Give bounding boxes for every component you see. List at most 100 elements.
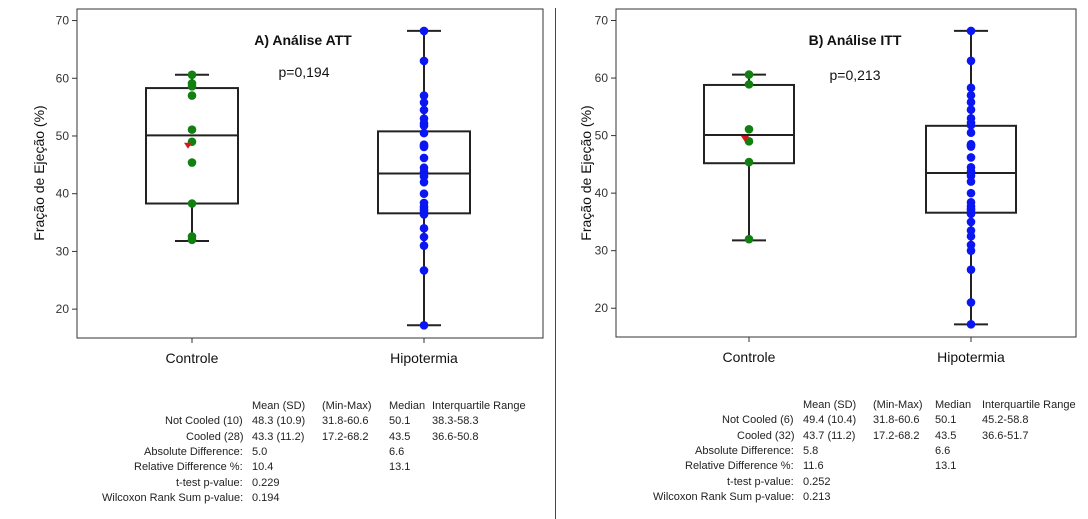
stats-cell: 6.6	[935, 444, 950, 459]
y-tick-label: 30	[56, 244, 70, 258]
chart-panel-2: 20 30 40 50 60 70 Fração de Ejeção (%) B) Análi…	[578, 9, 1076, 365]
data-point	[188, 71, 197, 80]
y-tick-label: 30	[595, 244, 609, 258]
data-point	[188, 199, 197, 208]
stats-cell: 0.194	[252, 491, 280, 506]
chart-panel-1: 203040506070Fração de Ejeção (%)A) Análi…	[31, 9, 543, 366]
data-point	[967, 105, 976, 114]
stats-row-label: t-test p-value:	[727, 475, 794, 490]
data-point	[967, 177, 976, 186]
box-iqr	[704, 85, 794, 163]
stats-row-label: Absolute Difference:	[144, 445, 243, 460]
stats-cell: 50.1	[935, 413, 956, 428]
data-point	[420, 266, 429, 275]
data-point	[745, 70, 754, 79]
stats-row-label: Relative Difference %:	[134, 460, 243, 475]
data-point	[420, 224, 429, 233]
data-point	[745, 125, 754, 134]
stats-header: Median	[935, 398, 971, 413]
data-point	[967, 84, 976, 93]
stats-cell: 43.5	[389, 430, 410, 445]
stats-header: (Min-Max)	[873, 398, 923, 413]
stats-row-label: Wilcoxon Rank Sum p-value:	[653, 490, 794, 505]
stats-cell: 48.3 (10.9)	[252, 414, 305, 429]
stats-row-label: Relative Difference %:	[685, 459, 794, 474]
stats-cell: 43.3 (11.2)	[252, 430, 304, 445]
box-group-1	[704, 70, 794, 243]
y-tick-label: 20	[56, 302, 70, 316]
data-point	[967, 98, 976, 107]
data-point	[420, 189, 429, 198]
stats-cell: 0.229	[252, 476, 280, 491]
stats-row-label: Not Cooled (10)	[165, 414, 243, 429]
data-point	[967, 153, 976, 162]
stats-cell: 38.3-58.3	[432, 414, 478, 429]
stats-header: (Min-Max)	[322, 399, 372, 414]
data-point	[967, 320, 976, 329]
stats-cell: 36.6-50.8	[432, 430, 478, 445]
stats-row-label: Cooled (28)	[186, 430, 243, 445]
stats-cell: 45.2-58.8	[982, 413, 1028, 428]
box-group-2	[378, 27, 470, 330]
data-point	[420, 57, 429, 66]
data-point	[967, 27, 976, 36]
y-axis-label: Fração de Ejeção (%)	[31, 105, 47, 240]
data-point	[967, 128, 976, 137]
x-tick-label: Hipotermia	[390, 350, 458, 366]
stats-header: Interquartile Range	[982, 398, 1076, 413]
stats-row-label: Not Cooled (6)	[722, 413, 794, 428]
data-point	[745, 235, 754, 244]
data-point	[188, 91, 197, 100]
y-tick-label: 60	[595, 71, 609, 85]
data-point	[420, 321, 429, 330]
data-point	[967, 298, 976, 307]
y-tick-label: 50	[595, 129, 609, 143]
x-tick-label: Controle	[723, 349, 776, 365]
stats-cell: 31.8-60.6	[873, 413, 919, 428]
data-point	[420, 143, 429, 152]
data-point	[967, 218, 976, 227]
data-point	[420, 106, 429, 115]
stats-header: Mean (SD)	[252, 399, 305, 414]
stats-cell: 50.1	[389, 414, 410, 429]
p-value-annotation: p=0,213	[830, 67, 881, 83]
data-point	[420, 241, 429, 250]
data-point	[420, 27, 429, 36]
stats-row-label: Wilcoxon Rank Sum p-value:	[102, 491, 243, 506]
box-group-2	[926, 27, 1016, 329]
y-tick-label: 60	[56, 71, 70, 85]
stats-cell: 43.5	[935, 429, 956, 444]
stats-cell: 49.4 (10.4)	[803, 413, 856, 428]
stats-header: Median	[389, 399, 425, 414]
data-point	[188, 125, 197, 134]
data-point	[420, 154, 429, 163]
data-point	[420, 129, 429, 138]
stats-cell: 31.8-60.6	[322, 414, 368, 429]
y-tick-label: 70	[595, 14, 609, 28]
data-point	[420, 121, 429, 130]
data-point	[967, 121, 976, 130]
data-point	[967, 56, 976, 65]
stats-cell: 13.1	[389, 460, 410, 475]
data-point	[420, 233, 429, 242]
y-tick-label: 20	[595, 301, 609, 315]
data-point	[967, 246, 976, 255]
stats-cell: 11.6	[803, 459, 824, 474]
data-point	[745, 80, 754, 89]
stats-row-label: Cooled (32)	[737, 429, 794, 444]
stats-header: Interquartile Range	[432, 399, 526, 414]
data-point	[967, 232, 976, 241]
y-tick-label: 40	[595, 186, 609, 200]
box-group-1	[146, 71, 238, 245]
stats-cell: 5.0	[252, 445, 267, 460]
y-tick-label: 70	[56, 14, 70, 28]
data-point	[967, 142, 976, 151]
stats-cell: 17.2-68.2	[322, 430, 368, 445]
y-tick-label: 40	[56, 187, 70, 201]
stats-cell: 0.213	[803, 490, 831, 505]
p-value-annotation: p=0,194	[279, 64, 330, 80]
data-point	[188, 236, 197, 245]
y-tick-label: 50	[56, 129, 70, 143]
stats-row-label: Absolute Difference:	[695, 444, 794, 459]
stats-cell: 10.4	[252, 460, 273, 475]
